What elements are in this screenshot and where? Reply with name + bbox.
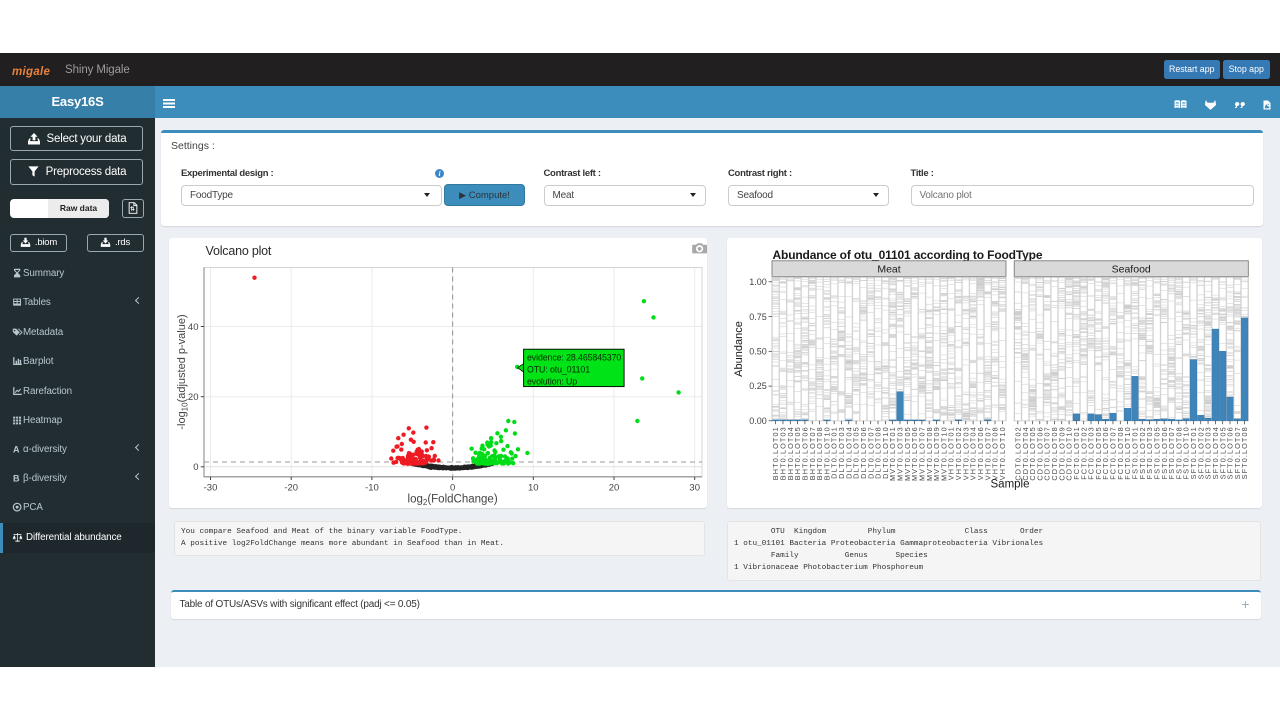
svg-text:FCT0.LOT07: FCT0.LOT07 <box>1109 426 1118 480</box>
svg-text:MVT0.LOT01: MVT0.LOT01 <box>888 426 897 481</box>
svg-text:MVT0.LOT07: MVT0.LOT07 <box>918 426 927 481</box>
svg-text:FST0.LOT06: FST0.LOT06 <box>1160 426 1169 479</box>
svg-text:MVT0.LOT09: MVT0.LOT09 <box>932 426 941 481</box>
svg-text:VHT0.LOT06: VHT0.LOT06 <box>976 426 985 480</box>
svg-text:FCT0.LOT03: FCT0.LOT03 <box>1087 426 1096 480</box>
svg-text:FST0.LOT10: FST0.LOT10 <box>1182 426 1191 479</box>
svg-text:BHT0.LOT06: BHT0.LOT06 <box>801 426 810 480</box>
svg-text:CDT0.LOT10: CDT0.LOT10 <box>1065 426 1074 480</box>
svg-text:DLT0.LOT07: DLT0.LOT07 <box>866 426 875 479</box>
svg-text:FCT0.LOT10: FCT0.LOT10 <box>1123 426 1132 480</box>
svg-text:SFT0.LOT02: SFT0.LOT02 <box>1196 426 1205 479</box>
svg-text:Sample: Sample <box>991 479 1030 491</box>
svg-text:BHT0.LOT10: BHT0.LOT10 <box>822 426 831 480</box>
svg-text:0: 0 <box>193 462 198 473</box>
svg-text:0.75: 0.75 <box>749 312 767 322</box>
svg-text:Volcano plot: Volcano plot <box>206 244 272 258</box>
svg-text:Seafood: Seafood <box>1112 263 1151 275</box>
svg-text:20: 20 <box>609 482 620 493</box>
svg-text:MVT0.LOT06: MVT0.LOT06 <box>910 426 919 481</box>
svg-text:SFT0.LOT06: SFT0.LOT06 <box>1226 426 1235 479</box>
svg-text:VHT0.LOT10: VHT0.LOT10 <box>998 426 1007 480</box>
svg-text:Abundance: Abundance <box>733 321 745 377</box>
svg-text:BHT0.LOT05: BHT0.LOT05 <box>793 426 802 480</box>
svg-text:DLT0.LOT05: DLT0.LOT05 <box>852 426 861 479</box>
svg-text:DLT0.LOT10: DLT0.LOT10 <box>881 426 890 479</box>
svg-text:10: 10 <box>528 482 539 493</box>
svg-text:BHT0.LOT01: BHT0.LOT01 <box>771 426 780 480</box>
svg-text:MVT0.LOT03: MVT0.LOT03 <box>896 426 905 481</box>
svg-text:1.00: 1.00 <box>749 277 767 287</box>
svg-text:FST0.LOT03: FST0.LOT03 <box>1145 426 1154 479</box>
svg-text:FST0.LOT08: FST0.LOT08 <box>1174 426 1183 479</box>
svg-text:Abundance of otu_01101 accordi: Abundance of otu_01101 according to Food… <box>773 248 1043 262</box>
svg-text:SFT0.LOT08: SFT0.LOT08 <box>1240 426 1249 479</box>
svg-text:FCT0.LOT02: FCT0.LOT02 <box>1079 426 1088 480</box>
svg-text:MVT0.LOT05: MVT0.LOT05 <box>903 426 912 481</box>
svg-text:FST0.LOT01: FST0.LOT01 <box>1131 426 1140 479</box>
svg-text:BHT0.LOT04: BHT0.LOT04 <box>786 426 795 480</box>
svg-text:VHT0.LOT04: VHT0.LOT04 <box>969 426 978 480</box>
svg-text:CDT0.LOT07: CDT0.LOT07 <box>1043 426 1052 480</box>
svg-text:BHT0.LOT03: BHT0.LOT03 <box>779 426 788 480</box>
svg-text:VHT0.LOT08: VHT0.LOT08 <box>991 426 1000 480</box>
svg-text:VHT0.LOT02: VHT0.LOT02 <box>954 426 963 480</box>
svg-text:0.25: 0.25 <box>749 381 767 391</box>
svg-text:CDT0.LOT02: CDT0.LOT02 <box>1013 426 1022 480</box>
svg-text:i: i <box>438 169 441 178</box>
svg-text:BHT0.LOT07: BHT0.LOT07 <box>808 426 817 480</box>
svg-text:VHT0.LOT03: VHT0.LOT03 <box>961 426 970 480</box>
svg-text:CDT0.LOT04: CDT0.LOT04 <box>1021 426 1030 480</box>
svg-text:SFT0.LOT07: SFT0.LOT07 <box>1233 426 1242 479</box>
svg-text:MVT0.LOT08: MVT0.LOT08 <box>925 426 934 481</box>
svg-text:DLT0.LOT03: DLT0.LOT03 <box>837 426 846 479</box>
svg-text:DLT0.LOT04: DLT0.LOT04 <box>844 426 853 479</box>
svg-text:FST0.LOT07: FST0.LOT07 <box>1167 426 1176 479</box>
svg-text:FCT0.LOT05: FCT0.LOT05 <box>1094 426 1103 480</box>
svg-text:0.00: 0.00 <box>749 416 767 426</box>
svg-text:OTU: otu_01101: OTU: otu_01101 <box>527 365 590 375</box>
svg-text:B: B <box>13 474 20 484</box>
svg-text:DLT0.LOT08: DLT0.LOT08 <box>874 426 883 479</box>
svg-text:DLT0.LOT06: DLT0.LOT06 <box>859 426 868 479</box>
svg-text:-log10(adjusted p-value): -log10(adjusted p-value) <box>176 314 190 429</box>
svg-text:FST0.LOT02: FST0.LOT02 <box>1138 426 1147 479</box>
svg-text:SFT0.LOT05: SFT0.LOT05 <box>1218 426 1227 479</box>
svg-text:40: 40 <box>188 322 199 333</box>
svg-text:FST0.LOT05: FST0.LOT05 <box>1152 426 1161 479</box>
svg-text:-30: -30 <box>204 482 218 493</box>
svg-text:0.50: 0.50 <box>749 347 767 357</box>
svg-text:FCT0.LOT08: FCT0.LOT08 <box>1116 426 1125 480</box>
svg-text:BHT0.LOT08: BHT0.LOT08 <box>815 426 824 480</box>
svg-text:VHT0.LOT01: VHT0.LOT01 <box>947 426 956 480</box>
svg-text:VHT0.LOT07: VHT0.LOT07 <box>983 426 992 480</box>
svg-text:SFT0.LOT03: SFT0.LOT03 <box>1204 426 1213 479</box>
svg-text:log2(FoldChange): log2(FoldChange) <box>408 493 498 507</box>
svg-text:Meat: Meat <box>877 263 900 275</box>
svg-text:SFT0.LOT01: SFT0.LOT01 <box>1189 426 1198 479</box>
svg-text:DLT0.LOT01: DLT0.LOT01 <box>830 426 839 479</box>
svg-text:A: A <box>13 444 20 454</box>
svg-text:0: 0 <box>450 482 455 493</box>
svg-text:⇅: ⇅ <box>130 206 135 213</box>
svg-text:evidence: 28.465845370: evidence: 28.465845370 <box>527 353 621 363</box>
svg-text:FCT0.LOT06: FCT0.LOT06 <box>1101 426 1110 480</box>
svg-text:FCT0.LOT01: FCT0.LOT01 <box>1072 426 1081 480</box>
svg-text:-10: -10 <box>365 482 379 493</box>
svg-text:SFT0.LOT04: SFT0.LOT04 <box>1211 426 1220 479</box>
svg-text:CDT0.LOT08: CDT0.LOT08 <box>1050 426 1059 480</box>
svg-text:CDT0.LOT09: CDT0.LOT09 <box>1057 426 1066 480</box>
svg-text:20: 20 <box>188 392 199 403</box>
svg-text:-20: -20 <box>284 482 298 493</box>
svg-text:evolution: Up: evolution: Up <box>527 377 577 387</box>
svg-text:CDT0.LOT05: CDT0.LOT05 <box>1028 426 1037 480</box>
svg-text:MVT0.LOT10: MVT0.LOT10 <box>939 426 948 481</box>
svg-text:CDT0.LOT06: CDT0.LOT06 <box>1035 426 1044 480</box>
svg-text:30: 30 <box>689 482 700 493</box>
